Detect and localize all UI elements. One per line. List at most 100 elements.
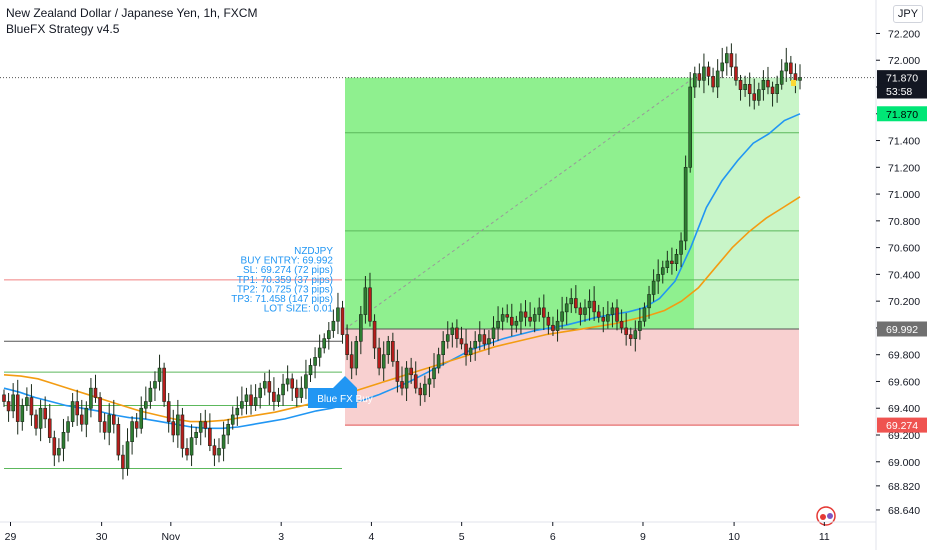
candle-body [52,437,57,456]
candle-body [496,320,500,329]
logo-dot [820,514,826,520]
chart-header: New Zealand Dollar / Japanese Yen, 1h, F… [6,5,257,37]
candle-body [651,280,656,295]
candle [38,399,43,442]
candle-body [596,311,601,318]
candle [345,324,349,361]
candle-body [656,274,660,282]
y-tick-label: 70.600 [888,243,920,255]
candle-body [29,397,34,416]
candle [743,75,747,97]
candle-body [368,287,372,322]
price-tag-bg [877,106,927,122]
candle [427,367,432,397]
candle [542,294,546,331]
candle [450,322,455,348]
candle [121,444,125,480]
buy-signal-text: Blue FX Buy [317,394,373,405]
candle-body [66,421,70,433]
candle [725,46,729,76]
candle-body [477,334,482,342]
candle [304,359,308,400]
candle [322,333,327,354]
candle [66,416,70,442]
candle-body [34,414,38,429]
candle [230,406,235,430]
candle-body [198,421,203,433]
candle-body [134,421,139,429]
candle-body [789,62,793,74]
y-tick-label: 71.200 [888,162,920,174]
candle-body [697,73,702,81]
candle [79,399,84,432]
candle [445,321,450,349]
candle [15,379,20,435]
candle [720,47,725,79]
candle [134,413,139,438]
candle [528,302,532,327]
candle-body [61,432,66,449]
candle [148,381,153,409]
candle-body [363,287,368,315]
trade-info-line: LOT SIZE: 0.01 [264,304,334,315]
candle-body [162,367,166,402]
candle-body [93,387,98,398]
candle [514,315,519,333]
candle [61,418,66,462]
candle [276,387,281,407]
candle [34,409,38,436]
candle [683,155,688,251]
candle-body [679,240,683,255]
price-tag-last: 71.870 [877,70,927,86]
y-tick-label: 68.820 [888,481,920,493]
symbol-title[interactable]: New Zealand Dollar / Japanese Yen, 1h, F… [6,6,258,20]
candle-body [423,383,427,396]
y-tick-label: 70.200 [888,296,920,308]
candle [560,296,564,329]
candle-body [445,334,450,342]
candle-body [75,401,79,416]
candle [633,320,638,352]
candle-body [665,260,670,268]
x-tick-label: 9 [640,531,646,543]
candle [107,403,112,446]
x-tick-label: 29 [5,531,17,543]
candle-body [139,407,144,429]
currency-button[interactable]: JPY [893,5,923,23]
candle [354,335,359,376]
candle [477,321,482,351]
candle-body [766,80,770,88]
candle-body [427,378,432,385]
candle [757,82,761,106]
candle [734,53,738,86]
buy-signal-label[interactable]: Blue FX Buy [308,376,373,408]
x-tick-label: 30 [96,531,108,543]
candle-body [345,334,349,355]
candle-body [592,300,596,313]
candle [706,61,711,86]
candle [290,373,295,402]
candle-body [125,441,130,469]
candle-body [208,428,212,447]
candle-body [313,357,317,366]
candle-body [11,394,15,412]
candle [482,329,487,350]
trade-info-line: TP2: 70.725 (73 pips) [237,284,333,295]
price-tag-bg [877,83,927,99]
candle [642,302,647,327]
candle [327,322,331,350]
y-tick-label: 70.800 [888,216,920,228]
study-title[interactable]: BlueFX Strategy v4.5 [6,22,120,36]
candle-body [509,316,514,326]
candle [564,296,569,325]
candle-body [381,354,386,369]
candle [592,286,596,321]
candle [752,78,757,110]
candle-body [555,320,560,331]
candle [546,311,551,335]
candle-body [317,347,322,358]
candle-body [290,378,295,389]
candle [610,302,615,328]
candle [189,424,194,467]
